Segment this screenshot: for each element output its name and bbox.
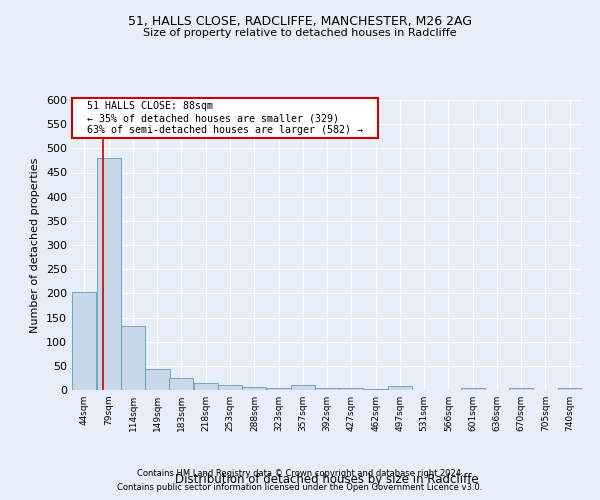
Bar bbox=[121, 326, 145, 390]
Y-axis label: Number of detached properties: Number of detached properties bbox=[31, 158, 40, 332]
Text: Contains public sector information licensed under the Open Government Licence v3: Contains public sector information licen… bbox=[118, 484, 482, 492]
Bar bbox=[169, 378, 193, 390]
Bar bbox=[218, 384, 242, 390]
Bar bbox=[509, 388, 533, 390]
Bar bbox=[340, 388, 364, 390]
X-axis label: Distribution of detached houses by size in Radcliffe: Distribution of detached houses by size … bbox=[175, 473, 479, 486]
Text: Contains HM Land Registry data © Crown copyright and database right 2024.: Contains HM Land Registry data © Crown c… bbox=[137, 468, 463, 477]
Bar bbox=[72, 292, 96, 390]
Bar bbox=[461, 388, 485, 390]
Bar bbox=[194, 383, 218, 390]
Bar bbox=[97, 158, 121, 390]
Bar bbox=[315, 388, 339, 390]
Text: 51, HALLS CLOSE, RADCLIFFE, MANCHESTER, M26 2AG: 51, HALLS CLOSE, RADCLIFFE, MANCHESTER, … bbox=[128, 15, 472, 28]
Bar bbox=[364, 388, 388, 390]
Bar bbox=[388, 386, 412, 390]
Bar bbox=[558, 388, 582, 390]
Bar bbox=[267, 388, 291, 390]
Bar bbox=[242, 387, 266, 390]
Text: Size of property relative to detached houses in Radcliffe: Size of property relative to detached ho… bbox=[143, 28, 457, 38]
Bar bbox=[290, 385, 314, 390]
Text: 51 HALLS CLOSE: 88sqm  
  ← 35% of detached houses are smaller (329)  
  63% of : 51 HALLS CLOSE: 88sqm ← 35% of detached … bbox=[74, 102, 374, 134]
Bar bbox=[145, 368, 170, 390]
